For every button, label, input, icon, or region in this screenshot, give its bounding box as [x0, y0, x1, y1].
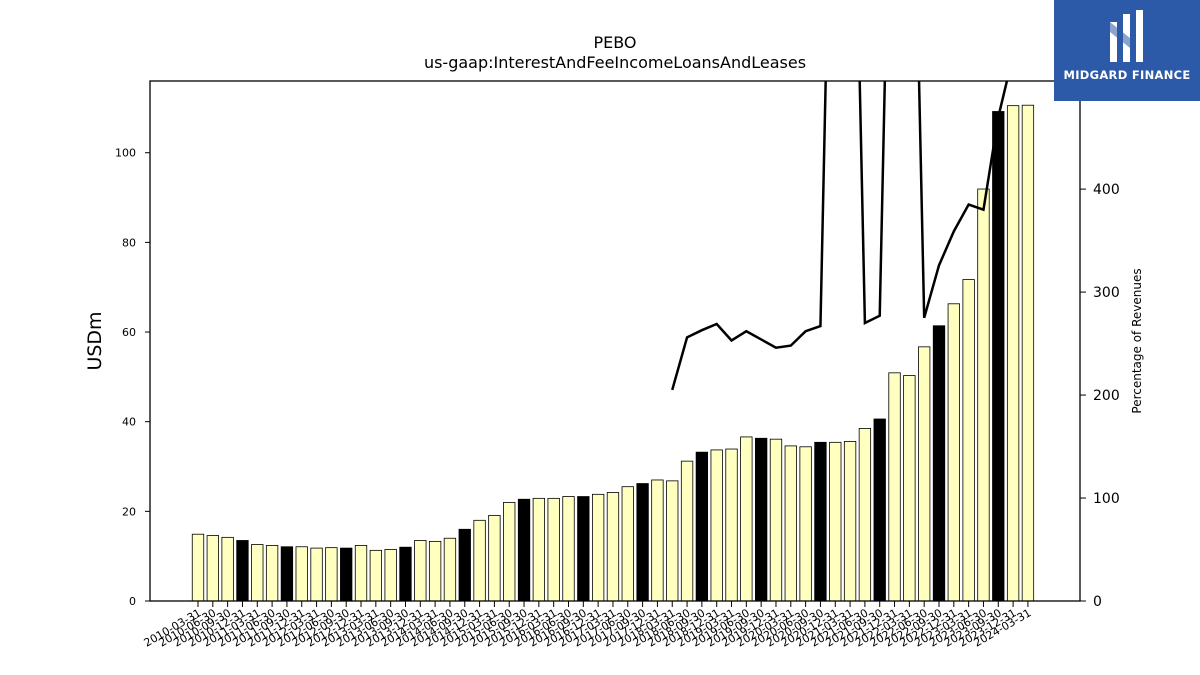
bar	[251, 544, 264, 602]
bar	[918, 346, 931, 602]
y-axis-label: USDm	[84, 311, 106, 370]
bar	[843, 441, 857, 602]
bar	[399, 546, 412, 602]
bar	[666, 480, 679, 602]
bar	[829, 441, 842, 602]
bar	[932, 325, 946, 602]
bar	[740, 436, 753, 602]
bar	[606, 492, 620, 602]
bar	[488, 514, 501, 602]
bar	[295, 546, 308, 602]
bar	[710, 449, 723, 602]
logo: MIDGARD FINANCE	[1054, 0, 1200, 101]
bar	[636, 483, 649, 602]
bar	[428, 540, 442, 602]
bar	[769, 438, 783, 602]
bar	[591, 493, 605, 602]
bar	[1006, 105, 1020, 602]
bar	[621, 486, 634, 602]
bar	[340, 547, 353, 602]
bar	[236, 540, 249, 602]
bar	[265, 545, 279, 602]
bar	[191, 533, 205, 602]
bar	[784, 445, 797, 602]
bar	[547, 497, 560, 602]
bar	[458, 528, 471, 602]
bars-group	[191, 104, 1035, 602]
bar	[532, 497, 546, 602]
bar	[206, 535, 219, 602]
y-tick-label: 40	[122, 416, 136, 429]
y-tick-label: 100	[115, 147, 136, 160]
y2-axis-label: Percentage of Revenues	[1130, 268, 1144, 413]
y-tick-label: 60	[122, 326, 136, 339]
bar	[814, 441, 827, 602]
y2-tick-label: 200	[1093, 388, 1120, 404]
axes-group: 02040608010001002003004002010-03-312010-…	[115, 80, 1120, 650]
y2-tick-label: 0	[1093, 594, 1102, 610]
bar	[503, 501, 516, 602]
chart-subtitle: us-gaap:InterestAndFeeIncomeLoansAndLeas…	[424, 53, 806, 72]
bar	[517, 498, 531, 602]
bar	[962, 279, 975, 602]
bar	[680, 460, 694, 602]
bar	[695, 451, 709, 602]
bar	[473, 519, 486, 602]
y2-tick-label: 400	[1093, 182, 1120, 198]
y2-tick-label: 100	[1093, 491, 1120, 507]
bar	[414, 540, 427, 602]
bar	[992, 111, 1005, 602]
y-tick-label: 20	[122, 505, 136, 518]
bar	[799, 446, 812, 602]
revenue-line-group	[671, 81, 1028, 391]
bar	[369, 549, 382, 602]
bar	[221, 536, 234, 602]
bar	[947, 303, 960, 602]
bar	[903, 375, 916, 602]
logo-text: MIDGARD FINANCE	[1063, 68, 1191, 82]
bar	[443, 537, 457, 602]
bar	[354, 545, 368, 602]
plot-frame	[149, 80, 1081, 602]
bar	[977, 188, 990, 602]
y-tick-label: 0	[129, 595, 136, 608]
bar	[577, 496, 590, 602]
bar	[755, 437, 768, 602]
y2-tick-label: 300	[1093, 285, 1120, 301]
bar	[280, 546, 294, 602]
bar	[873, 418, 886, 602]
bar	[888, 372, 901, 602]
bar	[325, 547, 338, 602]
revenue-pct-line	[671, 81, 1028, 391]
bar	[310, 547, 323, 602]
y-tick-label: 80	[122, 236, 136, 249]
bar	[384, 549, 397, 602]
chart-title: PEBO	[593, 33, 636, 52]
logo-mark-icon	[1110, 10, 1143, 62]
bar	[562, 496, 575, 602]
bar	[1021, 104, 1035, 602]
bar	[651, 479, 664, 602]
bar	[725, 448, 738, 602]
bar	[858, 428, 872, 602]
